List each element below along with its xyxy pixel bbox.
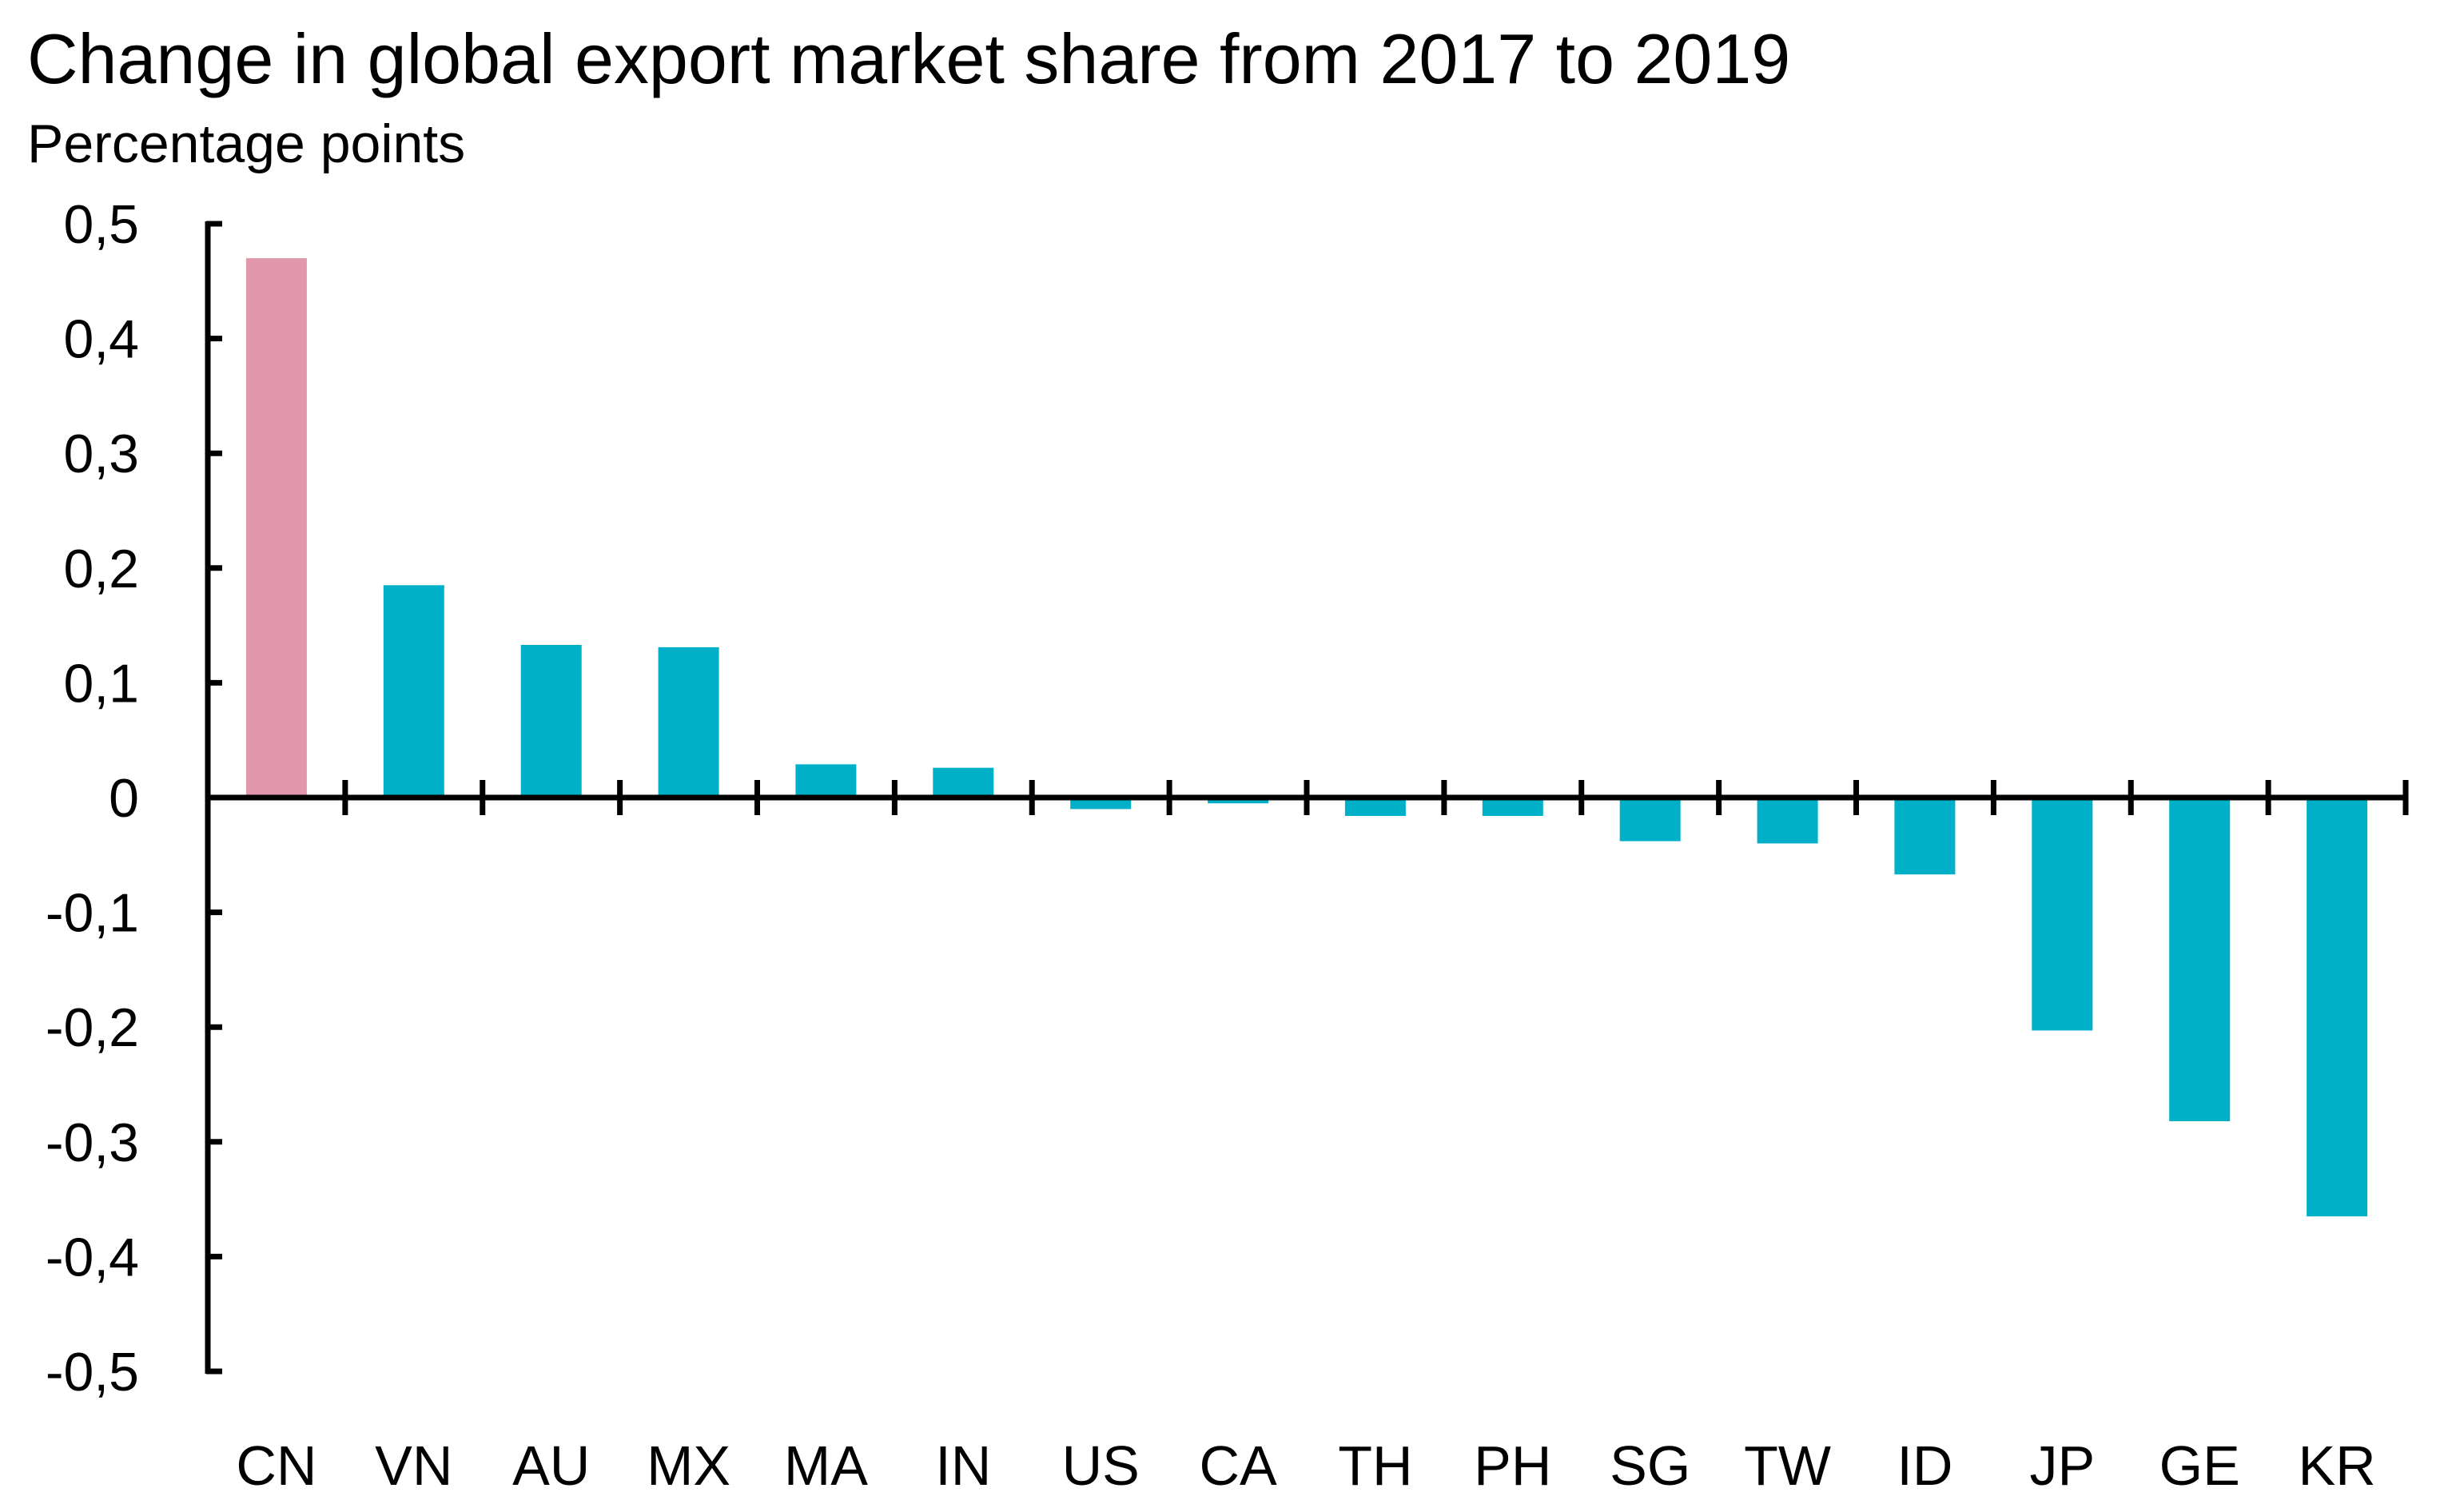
bar-mx — [658, 647, 719, 798]
y-tick-label: -0,2 — [46, 997, 139, 1058]
bar-in — [933, 767, 994, 798]
x-tick-label-tw: TW — [1744, 1434, 1831, 1497]
x-tick-label-us: US — [1062, 1434, 1140, 1497]
bar-tw — [1757, 798, 1818, 844]
bar-ph — [1482, 798, 1543, 816]
x-tick-label-vn: VN — [375, 1434, 452, 1497]
x-tick-label-ge: GE — [2159, 1434, 2240, 1497]
x-tick-label-sg: SG — [1610, 1434, 1690, 1497]
bar-id — [1894, 798, 1956, 875]
y-tick-label: 0,5 — [63, 194, 139, 255]
x-tick-label-id: ID — [1897, 1434, 1952, 1497]
bar-kr — [2307, 798, 2368, 1217]
x-tick-label-kr: KR — [2298, 1434, 2375, 1497]
y-tick-label: -0,5 — [46, 1342, 139, 1403]
bar-ca — [1208, 798, 1269, 804]
x-tick-label-ma: MA — [784, 1434, 868, 1497]
y-tick-label: 0,3 — [63, 424, 139, 484]
y-tick-label: -0,1 — [46, 883, 139, 944]
y-tick-label: 0,1 — [63, 653, 139, 714]
x-tick-label-in: IN — [935, 1434, 991, 1497]
bar-ma — [795, 764, 857, 798]
bar-au — [520, 645, 582, 798]
bar-us — [1070, 798, 1132, 810]
labels-layer: 0,5 0,4 0,3 0,2 0,1 0 -0,1 -0,2 -0,3 -0,4 -0,5 CN VN… — [46, 194, 2376, 1497]
bar-sg — [1619, 798, 1681, 842]
x-tick-label-ca: CA — [1199, 1434, 1277, 1497]
bar-th — [1344, 798, 1406, 816]
chart-subtitle: Percentage points — [27, 113, 466, 174]
y-tick-label: 0,2 — [63, 539, 139, 599]
bar-vn — [383, 585, 444, 798]
axes-layer — [205, 221, 2409, 1375]
x-tick-label-jp: JP — [2029, 1434, 2095, 1497]
y-tick-label: 0 — [109, 768, 139, 829]
x-tick-label-mx: MX — [647, 1434, 730, 1497]
bar-jp — [2032, 798, 2093, 1031]
bars-layer — [245, 258, 2368, 1217]
chart-title: Change in global export market share fro… — [27, 19, 1791, 98]
x-tick-label-cn: CN — [236, 1434, 316, 1497]
x-tick-label-th: TH — [1338, 1434, 1412, 1497]
bar-cn — [245, 258, 307, 798]
y-tick-label: -0,3 — [46, 1112, 139, 1173]
x-tick-label-au: AU — [512, 1434, 590, 1497]
y-tick-label: 0,4 — [63, 309, 139, 370]
x-tick-label-ph: PH — [1474, 1434, 1551, 1497]
bar-ge — [2169, 798, 2231, 1121]
y-tick-label: -0,4 — [46, 1227, 139, 1287]
